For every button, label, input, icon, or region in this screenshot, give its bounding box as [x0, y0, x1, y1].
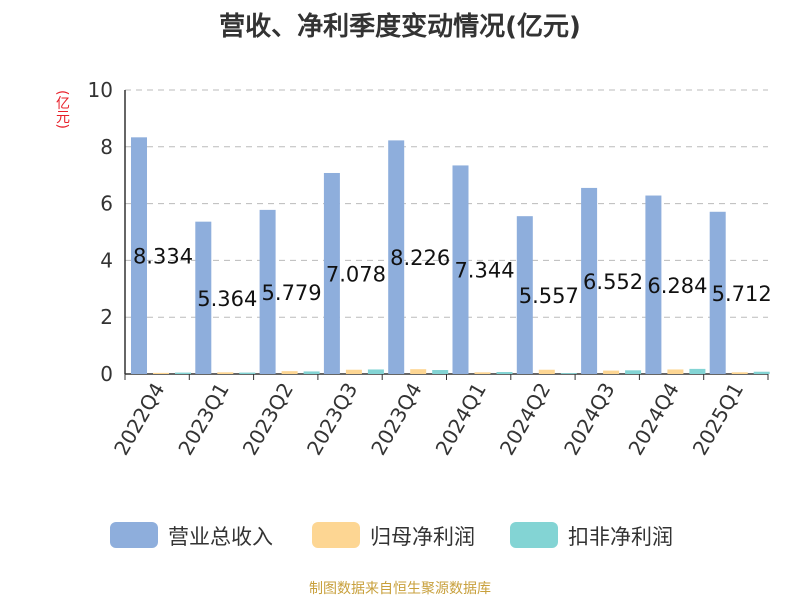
y-axis-label: (亿元)	[54, 90, 70, 129]
data-label: 5.712	[712, 282, 772, 306]
bar-deducted-net-profit	[625, 370, 642, 374]
source-note: 制图数据来自恒生聚源数据库	[309, 581, 491, 597]
x-tick-label: 2024Q1	[431, 379, 491, 460]
x-tick-label: 2024Q2	[495, 379, 555, 460]
bar-revenue	[645, 195, 662, 374]
bar-net-profit	[538, 369, 555, 374]
data-label: 8.226	[390, 246, 450, 270]
y-tick-label: 4	[100, 248, 113, 272]
bar-revenue	[388, 140, 405, 374]
data-label: 7.078	[326, 262, 386, 286]
data-label: 7.344	[454, 259, 514, 283]
bar-deducted-net-profit	[560, 373, 577, 374]
x-tick-label: 2025Q1	[688, 379, 748, 460]
bar-revenue	[709, 211, 726, 374]
legend-label: 扣非净利润	[568, 525, 673, 549]
y-tick-label: 10	[88, 78, 113, 102]
data-label: 5.779	[262, 281, 322, 305]
legend-label: 营业总收入	[168, 525, 273, 549]
data-label: 5.364	[197, 287, 257, 311]
bar-deducted-net-profit	[367, 369, 384, 374]
data-label: 5.557	[519, 284, 579, 308]
data-label: 6.284	[647, 274, 707, 298]
legend-swatch	[312, 522, 360, 548]
bar-revenue	[323, 172, 340, 374]
data-label: 6.552	[583, 270, 643, 294]
x-tick-label: 2023Q3	[302, 379, 362, 460]
legend-swatch	[110, 522, 158, 548]
y-tick-label: 8	[100, 135, 113, 159]
bar-net-profit	[217, 372, 234, 374]
bar-net-profit	[731, 372, 748, 374]
bar-net-profit	[667, 369, 684, 374]
y-tick-label: 2	[100, 305, 113, 329]
legend-swatch	[510, 522, 558, 548]
legend-label: 归母净利润	[370, 525, 475, 549]
bar-revenue	[516, 216, 533, 374]
bar-deducted-net-profit	[496, 372, 513, 374]
bar-revenue	[581, 187, 598, 374]
bar-net-profit	[410, 369, 427, 374]
bar-revenue	[452, 165, 469, 374]
x-tick-label: 2024Q3	[559, 379, 619, 460]
bar-net-profit	[153, 372, 169, 374]
bar-deducted-net-profit	[689, 368, 706, 374]
x-tick-label: 2024Q4	[623, 379, 683, 460]
bar-net-profit	[281, 371, 298, 374]
bar-deducted-net-profit	[175, 372, 191, 374]
x-tick-label: 2023Q4	[366, 379, 426, 460]
y-tick-label: 0	[100, 362, 113, 386]
bar-revenue	[259, 209, 276, 374]
x-tick-label: 2023Q1	[173, 379, 233, 460]
bar-net-profit	[603, 370, 620, 374]
bar-revenue	[131, 137, 147, 374]
bar-net-profit	[474, 372, 491, 374]
bar-deducted-net-profit	[239, 372, 256, 374]
data-label: 8.334	[133, 245, 193, 269]
x-tick-label: 2022Q4	[109, 379, 169, 460]
bar-deducted-net-profit	[753, 371, 770, 374]
bar-net-profit	[345, 369, 362, 374]
bar-deducted-net-profit	[303, 371, 320, 374]
y-tick-label: 6	[100, 192, 113, 216]
bar-revenue	[195, 221, 212, 374]
bar-deducted-net-profit	[432, 370, 449, 374]
x-tick-label: 2023Q2	[238, 379, 298, 460]
chart-title: 营收、净利季度变动情况(亿元)	[219, 12, 581, 42]
